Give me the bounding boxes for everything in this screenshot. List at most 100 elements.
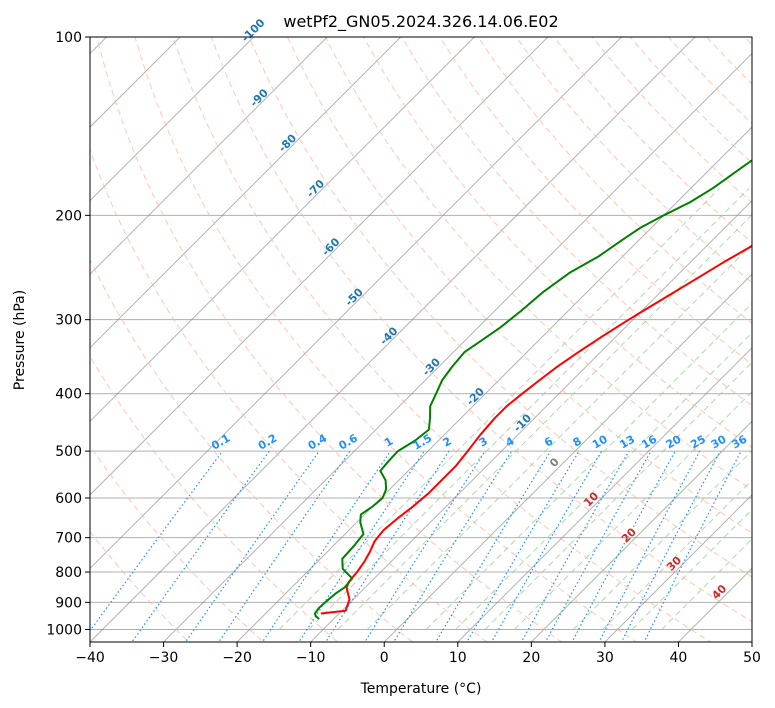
isotherm-line xyxy=(383,273,752,642)
isotherm-line xyxy=(90,37,696,642)
isotherm-line xyxy=(530,420,752,642)
mixing-ratio-label: 2 xyxy=(441,435,454,450)
isotherm-line xyxy=(90,37,549,496)
moist-adiabat-line xyxy=(572,449,752,630)
dry-adiabat-line xyxy=(324,37,752,491)
dry-adiabat-label: -70 xyxy=(304,177,327,200)
dry-adiabat-line xyxy=(553,37,752,244)
moist-adiabat-line xyxy=(367,243,752,630)
dry-adiabat-line xyxy=(515,37,752,284)
isotherm-line xyxy=(90,37,402,349)
mixing-ratio-line xyxy=(90,450,223,632)
isotherm-line xyxy=(0,10,60,654)
mixing-ratio-label: 25 xyxy=(688,433,708,452)
mixing-ratio-label: 20 xyxy=(664,432,684,451)
mixing-ratio-label: 0.1 xyxy=(209,432,232,453)
moist-adiabat-line xyxy=(602,479,752,630)
isotherm-line xyxy=(90,37,255,202)
y-tick-label: 100 xyxy=(55,30,82,46)
x-tick-label: 10 xyxy=(449,650,467,666)
dry-adiabat-line xyxy=(743,37,752,46)
dry-adiabat-label: -60 xyxy=(319,235,342,258)
mixing-ratio-line xyxy=(598,450,701,642)
isotherm-line xyxy=(751,641,752,642)
x-tick-label: −40 xyxy=(75,650,105,666)
isotherm-line xyxy=(90,37,328,275)
dry-adiabat-line xyxy=(90,148,488,642)
moist-adiabat-line xyxy=(425,302,752,630)
mixing-ratio-label: 30 xyxy=(709,432,729,451)
dry-adiabat-line xyxy=(90,258,414,642)
isotherm-line xyxy=(309,199,752,642)
y-tick-label: 400 xyxy=(55,387,82,403)
dry-adiabat-line xyxy=(90,531,190,642)
isotherm-label: 20 xyxy=(619,525,639,545)
moist-adiabat-line xyxy=(543,420,752,630)
isotherm-label: 10 xyxy=(581,489,601,509)
dry-adiabat-label: -10 xyxy=(511,411,534,434)
dry-adiabat-line xyxy=(477,37,752,324)
mixing-ratio-label: 36 xyxy=(729,432,749,451)
dry-adiabat-line xyxy=(286,37,752,534)
mixing-ratio-label: 3 xyxy=(477,435,490,450)
isotherm-line xyxy=(457,347,752,642)
mixing-ratio-line xyxy=(571,450,676,642)
isotherm-line xyxy=(677,567,752,642)
mixing-ratio-line xyxy=(218,450,351,642)
axis-ticks: −40 −30 −20 −10 0 10 20 30 40 5010009008007006005… xyxy=(46,30,761,666)
dry-adiabat-line xyxy=(96,37,563,642)
moist-adiabat-line xyxy=(661,538,752,630)
dry-adiabat-label: -40 xyxy=(377,324,400,347)
dry-adiabat-line xyxy=(248,37,752,578)
isotherm-line xyxy=(90,37,623,570)
data-series xyxy=(313,159,752,620)
moist-adiabat-line xyxy=(278,187,721,630)
y-tick-label: 1000 xyxy=(46,622,82,638)
moist-adiabat-line xyxy=(484,361,752,630)
moist-adiabat-line xyxy=(337,214,752,630)
mixing-ratio-line xyxy=(324,450,450,642)
moist-adiabat-line xyxy=(308,187,750,630)
mixing-ratio-line xyxy=(261,450,391,642)
mixing-ratio-label: 0.4 xyxy=(306,431,330,452)
mixing-ratio-line xyxy=(620,450,721,642)
isotherm-label: 40 xyxy=(709,582,729,602)
x-tick-label: 50 xyxy=(743,650,761,666)
y-tick-label: 600 xyxy=(55,491,82,507)
x-tick-label: −20 xyxy=(222,650,252,666)
y-tick-label: 500 xyxy=(55,444,82,460)
y-axis-label: Pressure (hPa) xyxy=(12,290,28,390)
y-tick-label: 300 xyxy=(55,313,82,329)
mixing-ratio-line xyxy=(298,450,425,642)
dewpoint-profile-line xyxy=(313,159,752,620)
isotherm-label: 30 xyxy=(664,553,684,573)
dry-adiabat-line xyxy=(401,37,752,407)
isotherm-line xyxy=(162,52,752,642)
background-lines xyxy=(0,10,752,654)
dry-adiabat-line xyxy=(90,355,339,642)
moist-adiabat-line xyxy=(631,508,752,630)
plot-frame xyxy=(89,36,753,643)
mixing-ratio-label: 1 xyxy=(382,435,395,450)
temperature-profile-line xyxy=(320,244,752,615)
moist-adiabat-line xyxy=(396,273,752,630)
dry-adiabat-line xyxy=(134,37,638,642)
dry-adiabat-line xyxy=(90,445,264,642)
dry-adiabat-line xyxy=(172,37,712,642)
x-tick-label: 0 xyxy=(380,650,389,666)
moist-adiabat-line xyxy=(514,390,752,630)
y-tick-label: 200 xyxy=(55,208,82,224)
mixing-ratio-label: 1.5 xyxy=(411,432,434,453)
mixing-ratio-line xyxy=(364,450,486,642)
isotherm-line xyxy=(604,494,752,642)
dry-adiabat-line xyxy=(629,37,752,164)
moist-adiabat-line xyxy=(455,331,752,630)
mixing-ratio-line xyxy=(435,450,552,642)
dry-adiabat-line xyxy=(210,37,752,623)
dry-adiabat-line xyxy=(705,37,752,85)
dry-adiabat-label: -30 xyxy=(420,355,443,378)
mixing-ratio-line xyxy=(393,450,513,642)
x-axis-label: Temperature (°C) xyxy=(360,681,482,697)
mixing-ratio-label: 16 xyxy=(639,432,659,451)
